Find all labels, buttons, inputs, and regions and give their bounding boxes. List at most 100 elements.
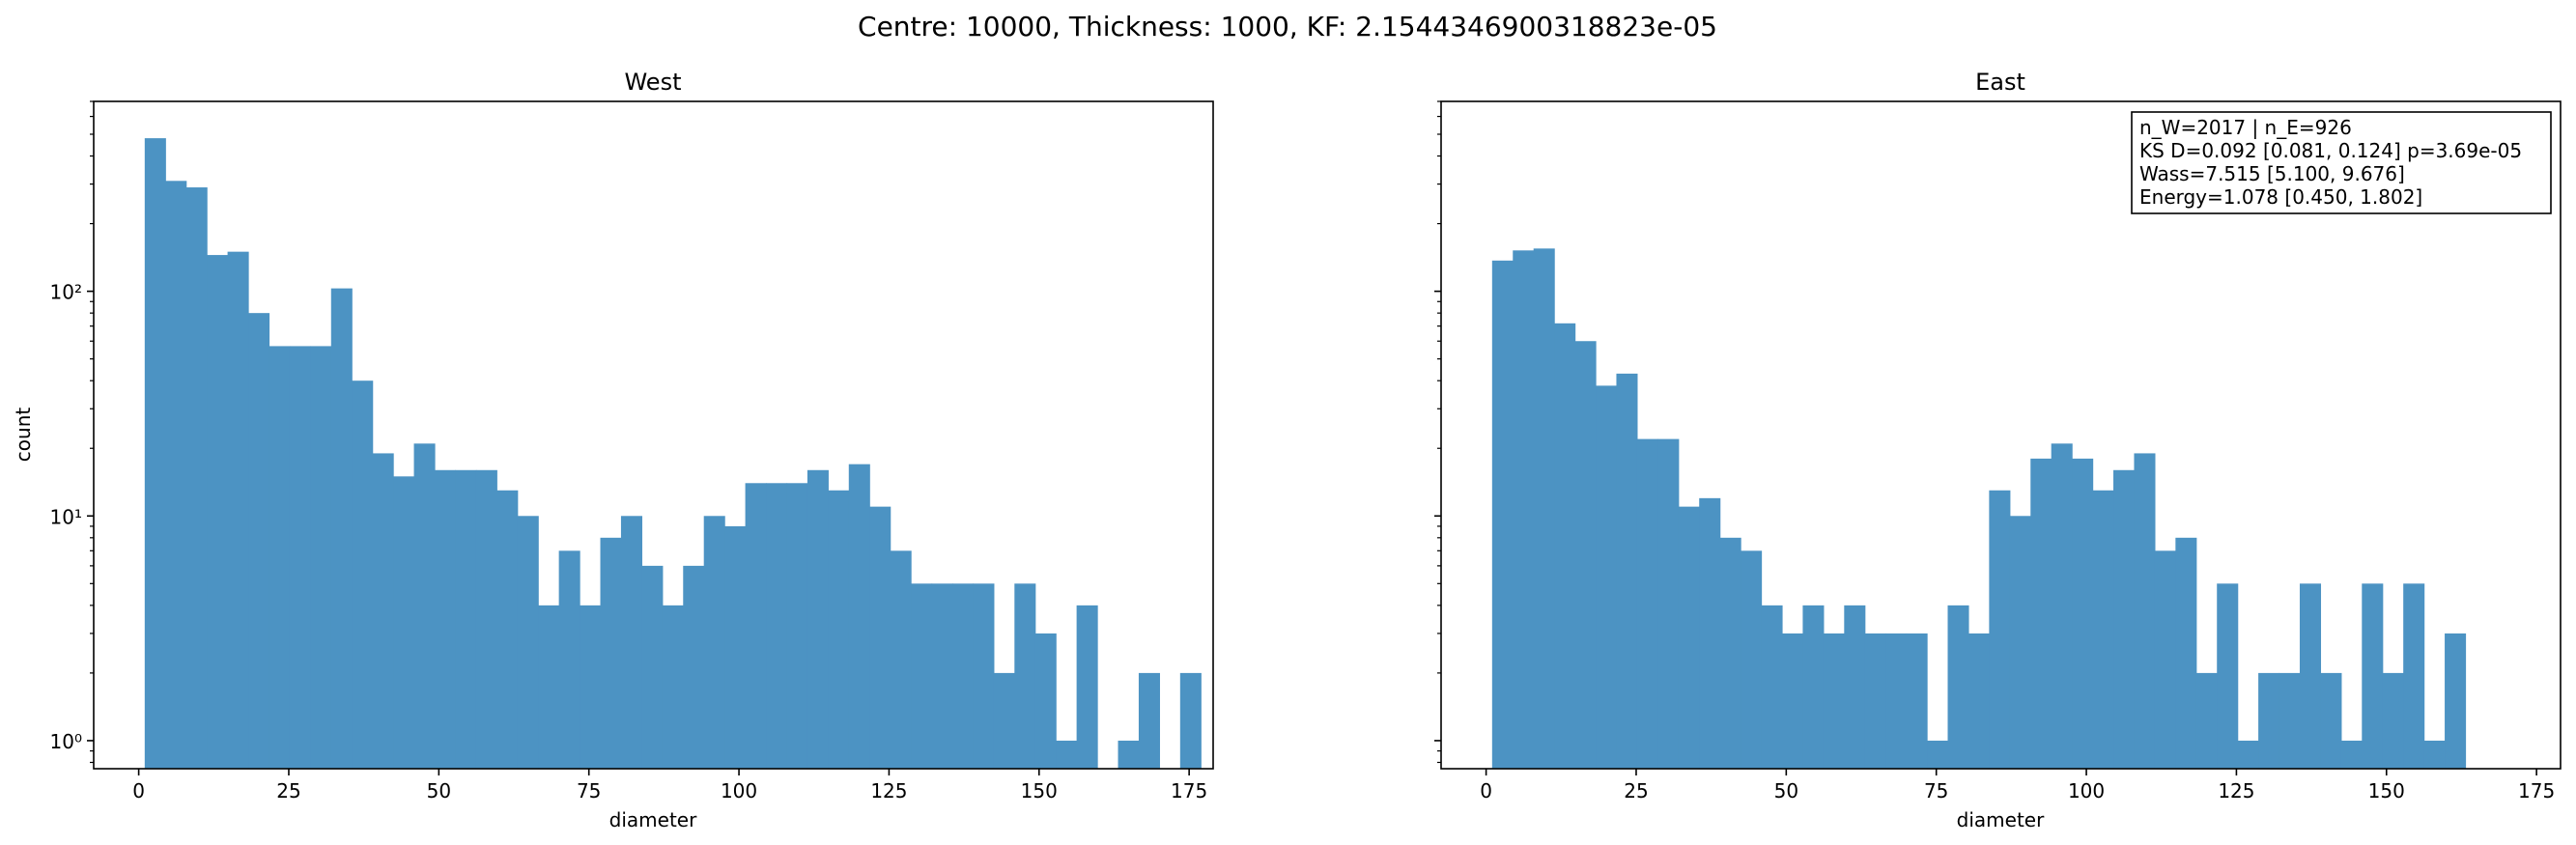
east-bar-40 [2320, 672, 2342, 769]
west-y-tick-label-2: 10² [50, 281, 82, 304]
east-axis-ticks: 0 25 50 75 100 125 150 175 [1434, 100, 2555, 803]
west-x-tick-label-0: 0 [132, 779, 145, 803]
east-bar-46 [2445, 633, 2467, 769]
west-bar-30 [766, 483, 788, 769]
west-bar-38 [931, 583, 953, 769]
east-x-tick-label-1: 25 [1624, 779, 1648, 803]
east-x-tick-label-2: 50 [1774, 779, 1798, 803]
east-bar-42 [2362, 583, 2384, 769]
west-bar-25 [662, 605, 684, 769]
east-bar-10 [1699, 497, 1721, 769]
east-bar-26 [2030, 458, 2052, 769]
east-bar-31 [2134, 453, 2156, 769]
west-bar-45 [1076, 605, 1098, 769]
east-bar-1 [1513, 250, 1535, 769]
east-bar-20 [1906, 633, 1928, 769]
east-bar-39 [2299, 583, 2322, 769]
west-panel: West 0 25 50 75 100 125 150 175 10⁰ 10¹ 10² diamet… [12, 69, 1214, 831]
west-bar-15 [455, 469, 477, 769]
east-bar-32 [2154, 550, 2176, 769]
stats-line-ks: KS D=0.092 [0.081, 0.124] p=3.69e-05 [2139, 139, 2522, 162]
west-bar-9 [330, 288, 353, 769]
west-bar-37 [911, 583, 933, 769]
west-bar-16 [475, 469, 497, 769]
west-bar-26 [683, 565, 705, 769]
west-bar-44 [1056, 740, 1078, 769]
east-bar-18 [1864, 633, 1886, 769]
east-bar-21 [1927, 740, 1949, 769]
west-bar-47 [1118, 740, 1140, 769]
east-bar-38 [2279, 672, 2301, 769]
east-bar-34 [2195, 672, 2218, 769]
west-bar-8 [310, 346, 332, 769]
east-bar-5 [1596, 385, 1618, 769]
west-x-tick-label-6: 150 [1021, 779, 1058, 803]
west-bar-21 [580, 605, 602, 769]
west-bar-36 [890, 550, 912, 769]
east-x-axis-label: diameter [1957, 808, 2045, 831]
east-x-tick-label-7: 175 [2518, 779, 2555, 803]
west-bar-12 [393, 476, 415, 769]
east-axes-frame [1440, 100, 2562, 770]
east-bar-45 [2423, 740, 2446, 769]
west-bar-4 [227, 251, 249, 769]
east-bar-22 [1947, 605, 1969, 769]
west-bar-22 [600, 537, 622, 769]
west-bar-35 [869, 506, 892, 769]
west-bar-31 [786, 483, 808, 769]
east-x-tick-label-3: 75 [1924, 779, 1948, 803]
stats-legend-box: n_W=2017 | n_E=926 KS D=0.092 [0.081, 0.… [2131, 111, 2552, 214]
east-bar-19 [1885, 633, 1908, 769]
west-bar-7 [289, 346, 311, 769]
west-bar-43 [1034, 633, 1057, 769]
west-bar-27 [703, 516, 725, 769]
west-bar-24 [641, 565, 664, 769]
stats-line-wasserstein: Wass=7.515 [5.100, 9.676] [2139, 162, 2405, 185]
west-histogram-bars [144, 138, 1202, 770]
east-bar-27 [2051, 443, 2073, 769]
east-histogram-bars [1491, 248, 2467, 770]
east-bar-23 [1967, 633, 1990, 769]
stats-line-energy: Energy=1.078 [0.450, 1.802] [2139, 185, 2422, 209]
west-bar-10 [352, 380, 374, 769]
west-y-tick-label-1: 10¹ [50, 505, 82, 528]
east-x-tick-label-0: 0 [1480, 779, 1492, 803]
west-bar-11 [372, 453, 394, 769]
west-x-tick-label-1: 25 [276, 779, 300, 803]
east-bar-15 [1802, 605, 1825, 769]
west-bar-1 [165, 181, 187, 770]
east-panel: East 0 25 50 75 100 125 150 175 diameter n_W=20… [1434, 69, 2562, 831]
east-bar-28 [2072, 458, 2094, 769]
west-bar-13 [413, 443, 436, 769]
east-bar-30 [2113, 469, 2136, 769]
west-bar-40 [973, 583, 995, 769]
east-bar-33 [2175, 537, 2197, 769]
west-bar-3 [207, 255, 229, 769]
east-bar-7 [1636, 438, 1658, 769]
west-bar-33 [828, 490, 850, 769]
east-bar-37 [2258, 672, 2280, 769]
west-bar-2 [185, 187, 208, 770]
east-bar-8 [1657, 438, 1680, 769]
east-bar-17 [1844, 605, 1866, 769]
west-bar-34 [848, 464, 870, 769]
west-bar-6 [269, 346, 291, 769]
east-bar-6 [1616, 373, 1638, 769]
west-bar-28 [724, 525, 747, 769]
east-bar-4 [1574, 341, 1597, 769]
east-bar-9 [1678, 506, 1700, 769]
west-y-axis-label: count [12, 408, 35, 463]
east-bar-12 [1741, 550, 1763, 769]
west-y-tick-label-0: 10⁰ [50, 730, 82, 753]
west-bar-50 [1179, 672, 1202, 769]
west-bar-19 [538, 605, 560, 769]
east-bar-35 [2217, 583, 2239, 769]
west-panel-title: West [624, 69, 681, 96]
west-axis-ticks: 0 25 50 75 100 125 150 175 10⁰ 10¹ 10² [50, 100, 1207, 803]
west-bar-42 [1014, 583, 1036, 769]
west-bar-41 [993, 672, 1015, 769]
east-bar-0 [1491, 260, 1514, 769]
east-panel-title: East [1975, 69, 2025, 96]
east-x-tick-label-4: 100 [2068, 779, 2105, 803]
east-bar-14 [1781, 633, 1804, 769]
